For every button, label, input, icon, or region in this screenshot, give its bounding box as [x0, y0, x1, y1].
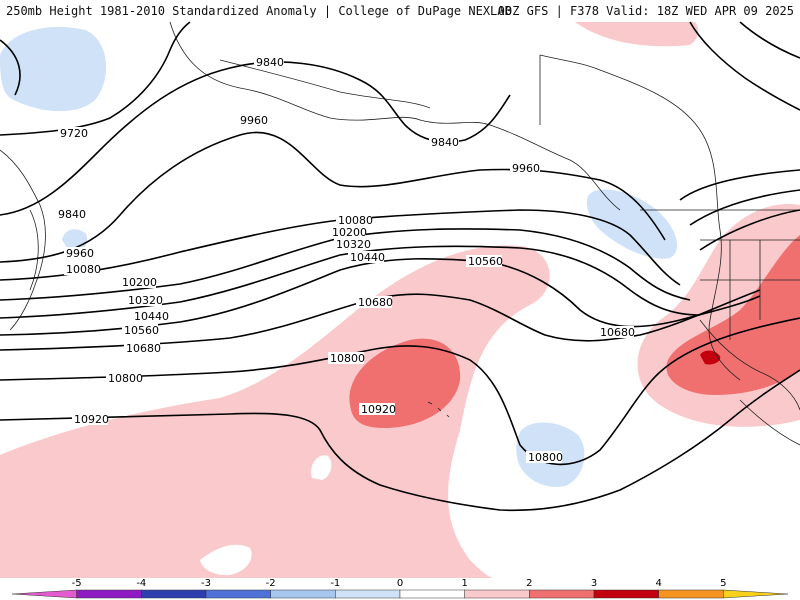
positive-anomaly-shading-north	[575, 22, 699, 47]
contour-label: 10440	[350, 251, 385, 264]
contour-label: 10920	[361, 403, 396, 416]
colorbar-tick-label: 1	[461, 578, 467, 589]
contour-label: 10320	[128, 294, 163, 307]
contour-label: 10920	[74, 413, 109, 426]
height-contours	[0, 21, 800, 512]
contour-label: 10200	[332, 226, 367, 239]
map-title: 250mb Height 1981-2010 Standardized Anom…	[6, 4, 512, 18]
header-bar: 250mb Height 1981-2010 Standardized Anom…	[0, 0, 800, 22]
negative-anomaly-northwest	[0, 27, 107, 112]
colorbar-segment	[270, 589, 336, 599]
negative-anomaly-coast	[586, 189, 678, 259]
colorbar-tick-label: -5	[72, 578, 82, 589]
run-valid-time: 00Z GFS | F378 Valid: 18Z WED APR 09 202…	[497, 4, 794, 18]
colorbar-tick-label: 0	[397, 578, 403, 589]
very-strong-positive-anomaly	[700, 350, 721, 365]
contour-labels: 9840 9720 9960 9840 9840 9960 9960 10080…	[56, 56, 635, 464]
contour-label: 10680	[358, 296, 393, 309]
contour-label: 10080	[66, 263, 101, 276]
colorbar-segment	[335, 589, 401, 599]
strong-positive-anomaly-east	[666, 235, 800, 395]
colorbar-segment	[658, 589, 724, 599]
contour-label: 9960	[512, 162, 540, 175]
contour-label: 10800	[330, 352, 365, 365]
colorbar-segment	[11, 589, 77, 599]
contour-label: 9960	[66, 247, 94, 260]
colorbar: -5 -4 -3 -2 -1 0 1 2 3 4 5	[11, 578, 789, 599]
contour-label: 10200	[122, 276, 157, 289]
contour-label: 10680	[600, 326, 635, 339]
colorbar-tick-label: 4	[655, 578, 661, 589]
colorbar-segment	[76, 589, 142, 599]
colorbar-tick-label: -2	[266, 578, 276, 589]
contour-label: 10800	[108, 372, 143, 385]
contour-label: 9720	[60, 127, 88, 140]
colorbar-segment	[399, 589, 465, 599]
colorbar-segment	[529, 589, 595, 599]
colorbar-segment	[723, 589, 789, 599]
colorbar-tick-label: -3	[201, 578, 211, 589]
contour-label: 10560	[124, 324, 159, 337]
neutral-gap-south	[200, 544, 252, 576]
colorbar-tick-label: 5	[720, 578, 726, 589]
colorbar-segment	[464, 589, 530, 599]
neutral-gap	[311, 455, 332, 480]
colorbar-tick-label: -1	[330, 578, 340, 589]
contour-label: 9840	[256, 56, 284, 69]
contour-label: 10680	[126, 342, 161, 355]
colorbar-tick-label: 3	[591, 578, 597, 589]
contour-label: 9840	[431, 136, 459, 149]
colorbar-tick-label: -4	[136, 578, 146, 589]
negative-anomaly-west	[62, 229, 88, 253]
colorbar-segment	[205, 589, 271, 599]
colorbar-segment	[141, 589, 207, 599]
colorbar-tick-label: 2	[526, 578, 532, 589]
contour-label: 9840	[58, 208, 86, 221]
contour-label: 10560	[468, 255, 503, 268]
contour-label: 9960	[240, 114, 268, 127]
contour-label: 10080	[338, 214, 373, 227]
contour-label: 10320	[336, 238, 371, 251]
contour-label: 10440	[134, 310, 169, 323]
colorbar-segment	[593, 589, 659, 599]
contour-label: 10800	[528, 451, 563, 464]
